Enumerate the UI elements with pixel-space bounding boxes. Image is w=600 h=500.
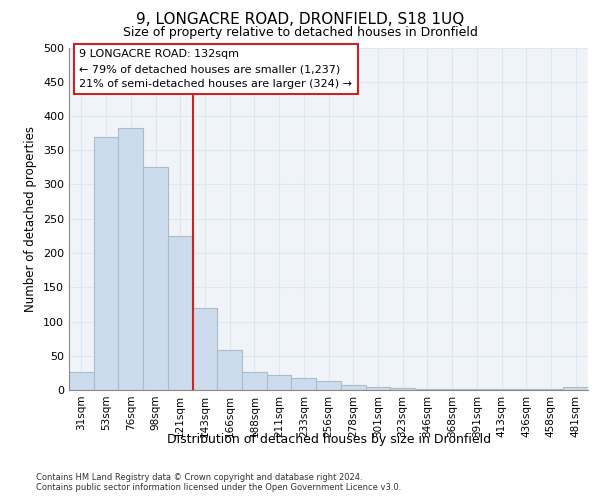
Bar [415,388,440,390]
Bar [292,378,316,390]
Text: Size of property relative to detached houses in Dronfield: Size of property relative to detached ho… [122,26,478,39]
Bar [69,372,94,390]
Bar [341,385,365,390]
Bar [365,388,390,390]
Bar [143,168,168,390]
Bar [242,372,267,390]
Bar [193,308,217,390]
Bar [94,136,118,390]
Bar [267,375,292,390]
Bar [217,350,242,390]
Text: 9 LONGACRE ROAD: 132sqm
← 79% of detached houses are smaller (1,237)
21% of semi: 9 LONGACRE ROAD: 132sqm ← 79% of detache… [79,49,352,89]
Text: Contains public sector information licensed under the Open Government Licence v3: Contains public sector information licen… [36,482,401,492]
Text: Distribution of detached houses by size in Dronfield: Distribution of detached houses by size … [167,432,491,446]
Bar [390,388,415,390]
Y-axis label: Number of detached properties: Number of detached properties [25,126,37,312]
Bar [168,236,193,390]
Text: Contains HM Land Registry data © Crown copyright and database right 2024.: Contains HM Land Registry data © Crown c… [36,472,362,482]
Bar [118,128,143,390]
Bar [316,381,341,390]
Text: 9, LONGACRE ROAD, DRONFIELD, S18 1UQ: 9, LONGACRE ROAD, DRONFIELD, S18 1UQ [136,12,464,28]
Bar [563,388,588,390]
